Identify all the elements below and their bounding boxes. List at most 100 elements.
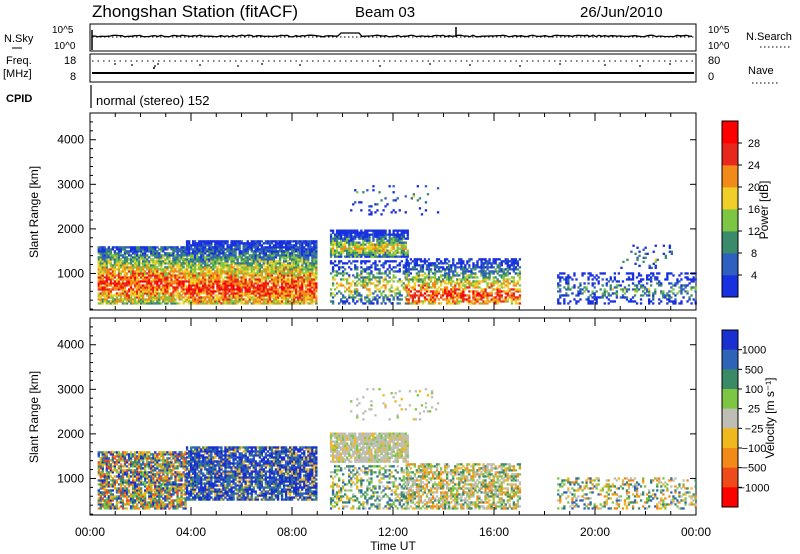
echo-cell: [232, 282, 235, 285]
echo-cell: [99, 250, 102, 253]
echo-cell: [282, 252, 286, 255]
echo-cell: [348, 241, 351, 244]
echo-cell: [435, 282, 439, 285]
echo-cell: [435, 280, 439, 283]
echo-cell: [313, 296, 316, 299]
echo-cell: [480, 298, 483, 301]
echo-cell: [210, 242, 213, 245]
echo-cell: [278, 250, 282, 253]
echo-cell: [386, 268, 389, 271]
echo-cell: [246, 270, 249, 273]
echo-cell: [429, 302, 433, 305]
echo-cell: [264, 266, 268, 269]
echo-cell: [117, 252, 121, 255]
echo-cell: [364, 268, 367, 271]
echo-cell: [133, 262, 137, 265]
echo-cell: [97, 280, 100, 283]
echo-cell: [278, 264, 282, 267]
echo-cell: [623, 296, 627, 299]
echo-cell: [200, 288, 203, 291]
echo-cell: [394, 233, 397, 236]
echo-cell: [280, 242, 284, 245]
echo-cell: [150, 290, 153, 293]
echo-cell: [166, 284, 169, 287]
echo-cell: [140, 274, 143, 277]
echo-cell: [256, 248, 260, 251]
echo-cell: [185, 274, 189, 277]
echo-cell: [160, 274, 163, 277]
echo-cell: [148, 266, 151, 269]
echo-cell: [194, 274, 197, 277]
echo-cell: [419, 284, 423, 287]
echo-cell: [348, 239, 351, 242]
echo-cell: [146, 280, 149, 283]
echo-cell: [148, 294, 151, 297]
echo-cell: [478, 280, 481, 283]
echo-cell: [346, 247, 349, 250]
echo-cell: [152, 290, 155, 293]
echo-cell: [635, 286, 639, 289]
echo-cell: [297, 298, 300, 301]
echo-cell: [103, 266, 106, 269]
echo-cell: [429, 294, 433, 297]
echo-cell: [374, 260, 377, 263]
echo-cell: [254, 290, 257, 293]
echo-cell: [404, 296, 407, 299]
echo-cell: [358, 294, 361, 297]
echo-cell: [138, 246, 141, 249]
echo-cell: [218, 256, 221, 259]
echo-cell: [313, 254, 316, 257]
echo-cell: [236, 286, 239, 289]
echo-cell: [103, 270, 106, 273]
echo-cell: [166, 282, 169, 285]
echo-cell: [220, 280, 223, 283]
echo-cell: [240, 240, 243, 243]
echo-cell: [476, 262, 479, 265]
echo-cell: [595, 296, 598, 299]
echo-cell: [450, 296, 453, 299]
echo-cell: [228, 282, 231, 285]
echo-cell: [423, 298, 427, 301]
echo-cell: [346, 241, 349, 244]
echo-cell: [152, 262, 155, 265]
echo-cell: [113, 294, 117, 297]
echo-cell: [268, 254, 272, 257]
echo-cell: [398, 247, 401, 250]
echo-cell: [309, 276, 312, 279]
echo-cell: [394, 294, 397, 297]
echo-cell: [188, 294, 191, 297]
echo-cell: [200, 242, 203, 245]
echo-cell: [192, 244, 195, 247]
echo-cell: [258, 250, 262, 253]
echo-cell: [258, 292, 262, 295]
echo-cell: [274, 302, 278, 305]
echo-cell: [198, 290, 201, 293]
echo-cell: [240, 268, 243, 271]
echo-cell: [625, 278, 629, 281]
echo-cell: [293, 298, 296, 301]
echo-cell: [370, 211, 373, 214]
echo-cell: [119, 272, 123, 275]
echo-cell: [384, 245, 387, 248]
echo-cell: [396, 280, 399, 283]
echo-cell: [305, 298, 308, 301]
echo-cell: [131, 282, 135, 285]
echo-cell: [284, 260, 288, 263]
echo-cell: [220, 262, 223, 265]
echo-cell: [472, 276, 475, 279]
echo-cell: [204, 264, 207, 267]
echo-cell: [333, 233, 337, 236]
echo-cell: [376, 231, 379, 234]
echo-cell: [400, 229, 403, 232]
echo-cell: [415, 290, 419, 293]
echo-cell: [158, 274, 161, 277]
echo-cell: [446, 302, 449, 305]
echo-cell: [354, 243, 357, 246]
echo-cell: [390, 286, 393, 289]
echo-cell: [563, 298, 566, 301]
echo-cell: [474, 264, 477, 267]
echo-cell: [585, 286, 588, 289]
echo-cell: [587, 272, 590, 275]
echo-cell: [105, 252, 109, 255]
echo-cell: [204, 274, 207, 277]
